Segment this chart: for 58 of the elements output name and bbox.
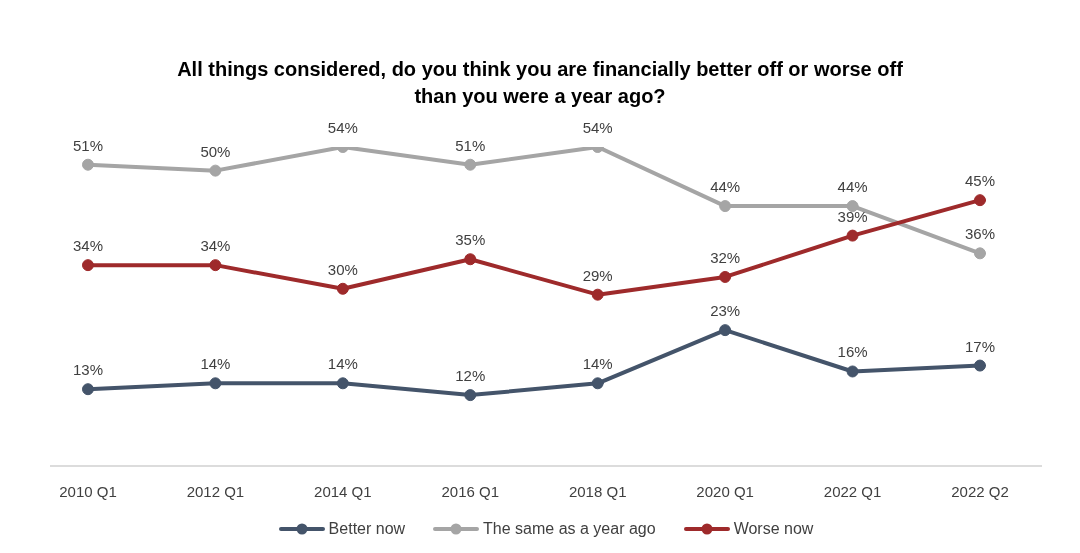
data-label: 14%	[327, 355, 358, 373]
point	[974, 194, 986, 207]
data-label: 44%	[710, 178, 741, 196]
point	[719, 270, 732, 283]
x-tick-label: 2022 Q1	[823, 482, 882, 500]
point	[719, 324, 732, 337]
point	[209, 259, 222, 272]
data-label: 51%	[72, 136, 104, 154]
data-label: 12%	[455, 367, 486, 385]
data-label: 54%	[327, 119, 358, 136]
data-label: 13%	[72, 361, 104, 379]
data-label: 16%	[837, 343, 868, 361]
data-label: 39%	[837, 207, 868, 225]
x-tick-label: 2018 Q1	[568, 482, 627, 500]
point	[846, 229, 859, 242]
data-label: 51%	[455, 136, 486, 154]
data-label: 36%	[964, 225, 996, 243]
data-label: 32%	[710, 248, 741, 266]
data-label: 30%	[327, 260, 358, 278]
x-tick-label: 2022 Q2	[951, 482, 1009, 500]
x-tick-label: 2020 Q1	[696, 482, 754, 500]
legend-label: The same as a year ago	[483, 520, 656, 538]
point	[82, 383, 94, 396]
data-label: 45%	[964, 172, 996, 190]
data-label: 14%	[582, 355, 613, 373]
point	[464, 389, 477, 402]
data-label: 23%	[710, 302, 741, 320]
point	[719, 200, 732, 213]
data-label: 54%	[582, 119, 613, 136]
legend-label: Worse now	[733, 520, 814, 538]
point	[209, 377, 222, 390]
point	[846, 200, 859, 213]
data-label: 17%	[964, 337, 996, 355]
point	[82, 158, 94, 171]
x-tick-label: 2012 Q1	[186, 482, 245, 500]
point	[336, 377, 349, 390]
point	[591, 377, 604, 390]
x-tick-label: 2010 Q1	[59, 482, 117, 500]
point	[974, 359, 986, 372]
data-label: 14%	[200, 355, 231, 373]
data-label: 50%	[200, 142, 231, 160]
data-label: 34%	[72, 237, 104, 255]
x-tick-label: 2014 Q1	[314, 482, 372, 500]
point	[209, 164, 222, 177]
point	[974, 247, 986, 260]
point	[591, 288, 604, 301]
data-label: 29%	[582, 266, 613, 284]
point	[464, 158, 477, 171]
data-label: 44%	[837, 178, 868, 196]
point	[336, 282, 349, 295]
data-label: 34%	[200, 237, 231, 255]
point	[464, 253, 477, 266]
data-label: 35%	[455, 231, 486, 249]
x-tick-label: 2016 Q1	[441, 482, 500, 500]
point	[82, 259, 94, 272]
legend-label: Better now	[328, 520, 406, 538]
point	[846, 365, 859, 378]
chart-title: All things considered, do you think you are financially better off or worse off than you were a year ago?	[176, 57, 904, 109]
